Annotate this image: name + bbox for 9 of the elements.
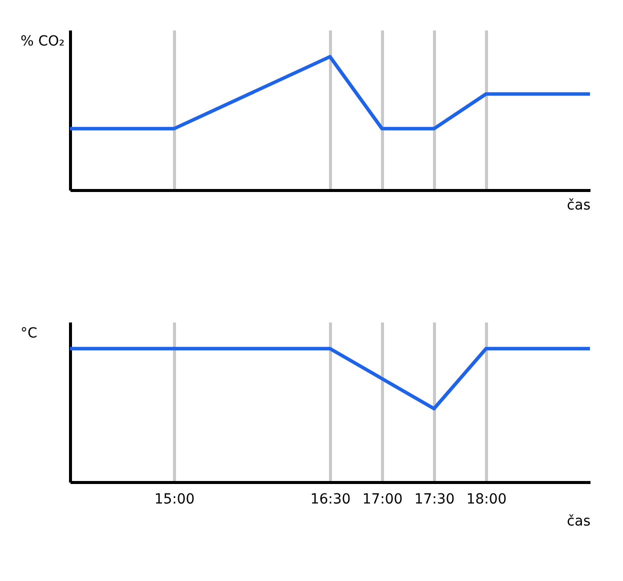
x-tick-label: 16:30: [310, 492, 351, 508]
x-tick-label: 18:00: [466, 492, 507, 508]
x-axis-title: čas: [566, 514, 590, 530]
x-axis-title: čas: [566, 198, 590, 214]
y-axis-title: °C: [20, 326, 38, 342]
y-axis-title: % CO₂: [20, 34, 65, 50]
x-tick-label: 17:00: [362, 492, 403, 508]
x-tick-label: 17:30: [414, 492, 455, 508]
x-tick-label: 15:00: [154, 492, 195, 508]
